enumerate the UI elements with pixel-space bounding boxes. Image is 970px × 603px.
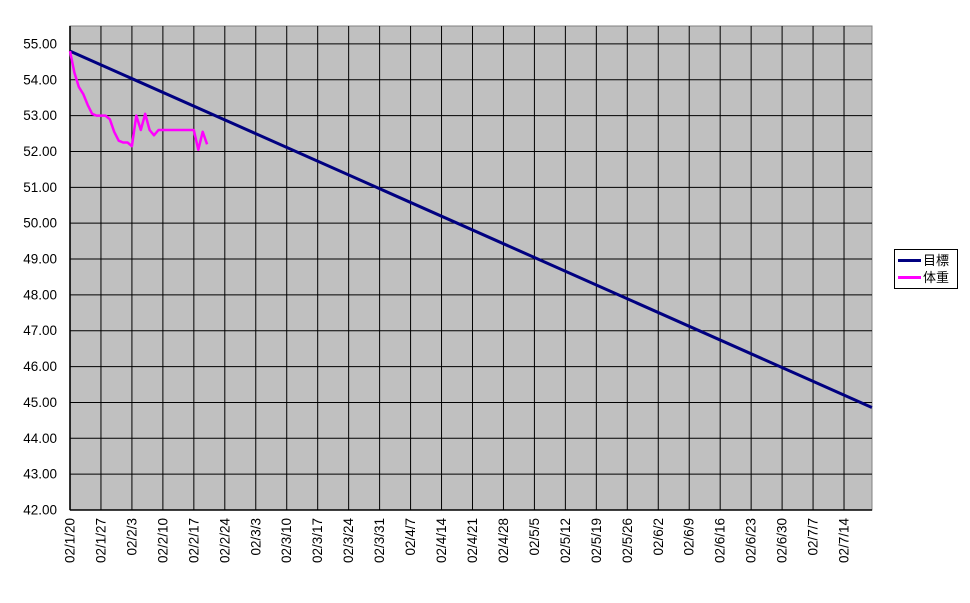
x-axis-label: 02/5/5 — [527, 518, 542, 556]
legend-item-target[interactable]: 目標 — [898, 252, 955, 269]
x-axis-label: 02/3/3 — [248, 518, 263, 556]
y-axis-label: 45.00 — [23, 395, 57, 410]
x-axis-label: 02/4/14 — [434, 518, 449, 564]
plot-area[interactable] — [69, 25, 873, 511]
legend[interactable]: 目標 体重 — [894, 249, 958, 289]
y-axis-label: 47.00 — [23, 323, 57, 338]
x-axis-label: 02/4/7 — [403, 518, 418, 556]
weight-line[interactable] — [68, 50, 209, 151]
legend-item-weight[interactable]: 体重 — [898, 269, 955, 286]
x-axis-label: 02/2/10 — [155, 518, 170, 563]
y-axis-label: 46.00 — [23, 359, 57, 374]
x-axis-label: 02/3/24 — [341, 518, 356, 564]
target-line-swatch — [898, 258, 921, 262]
y-axis-label: 44.00 — [23, 431, 57, 446]
y-axis-label: 52.00 — [23, 144, 57, 159]
legend-label-target: 目標 — [923, 252, 950, 268]
x-axis-label: 02/6/30 — [775, 518, 790, 563]
y-axis-label: 55.00 — [23, 36, 57, 51]
x-axis-label: 02/1/20 — [63, 518, 78, 563]
x-axis-label: 02/6/2 — [651, 518, 666, 556]
x-axis-label: 02/4/28 — [496, 518, 511, 563]
x-axis-label: 02/2/3 — [124, 518, 139, 556]
legend-label-weight: 体重 — [923, 270, 950, 286]
y-axis-label: 42.00 — [23, 503, 57, 518]
y-axis-label: 49.00 — [23, 252, 57, 267]
y-axis-label: 51.00 — [23, 180, 57, 195]
y-axis-label: 53.00 — [23, 108, 57, 123]
y-axis-label: 54.00 — [23, 72, 57, 87]
x-axis-label: 02/7/14 — [837, 518, 852, 564]
x-axis-label: 02/5/19 — [589, 518, 604, 563]
x-axis-label: 02/6/9 — [682, 518, 697, 556]
x-axis-label: 02/5/26 — [620, 518, 635, 563]
x-axis-label: 02/6/16 — [713, 518, 728, 563]
x-axis-label: 02/3/31 — [372, 518, 387, 563]
x-axis-label: 02/5/12 — [558, 518, 573, 563]
x-axis-label: 02/2/17 — [186, 518, 201, 563]
x-axis-label: 02/3/10 — [279, 518, 294, 563]
x-axis-label: 02/4/21 — [465, 518, 480, 563]
x-axis-label: 02/2/24 — [217, 518, 232, 564]
x-axis-label: 02/7/7 — [806, 518, 821, 556]
x-axis-label: 02/3/17 — [310, 518, 325, 563]
target-line[interactable] — [69, 49, 873, 409]
x-axis-label: 02/6/23 — [744, 518, 759, 563]
x-axis-label: 02/1/27 — [93, 518, 108, 563]
y-axis-label: 48.00 — [23, 287, 57, 302]
y-axis-label: 43.00 — [23, 467, 57, 482]
weight-line-swatch — [898, 276, 921, 280]
y-axis-label: 50.00 — [23, 216, 57, 231]
